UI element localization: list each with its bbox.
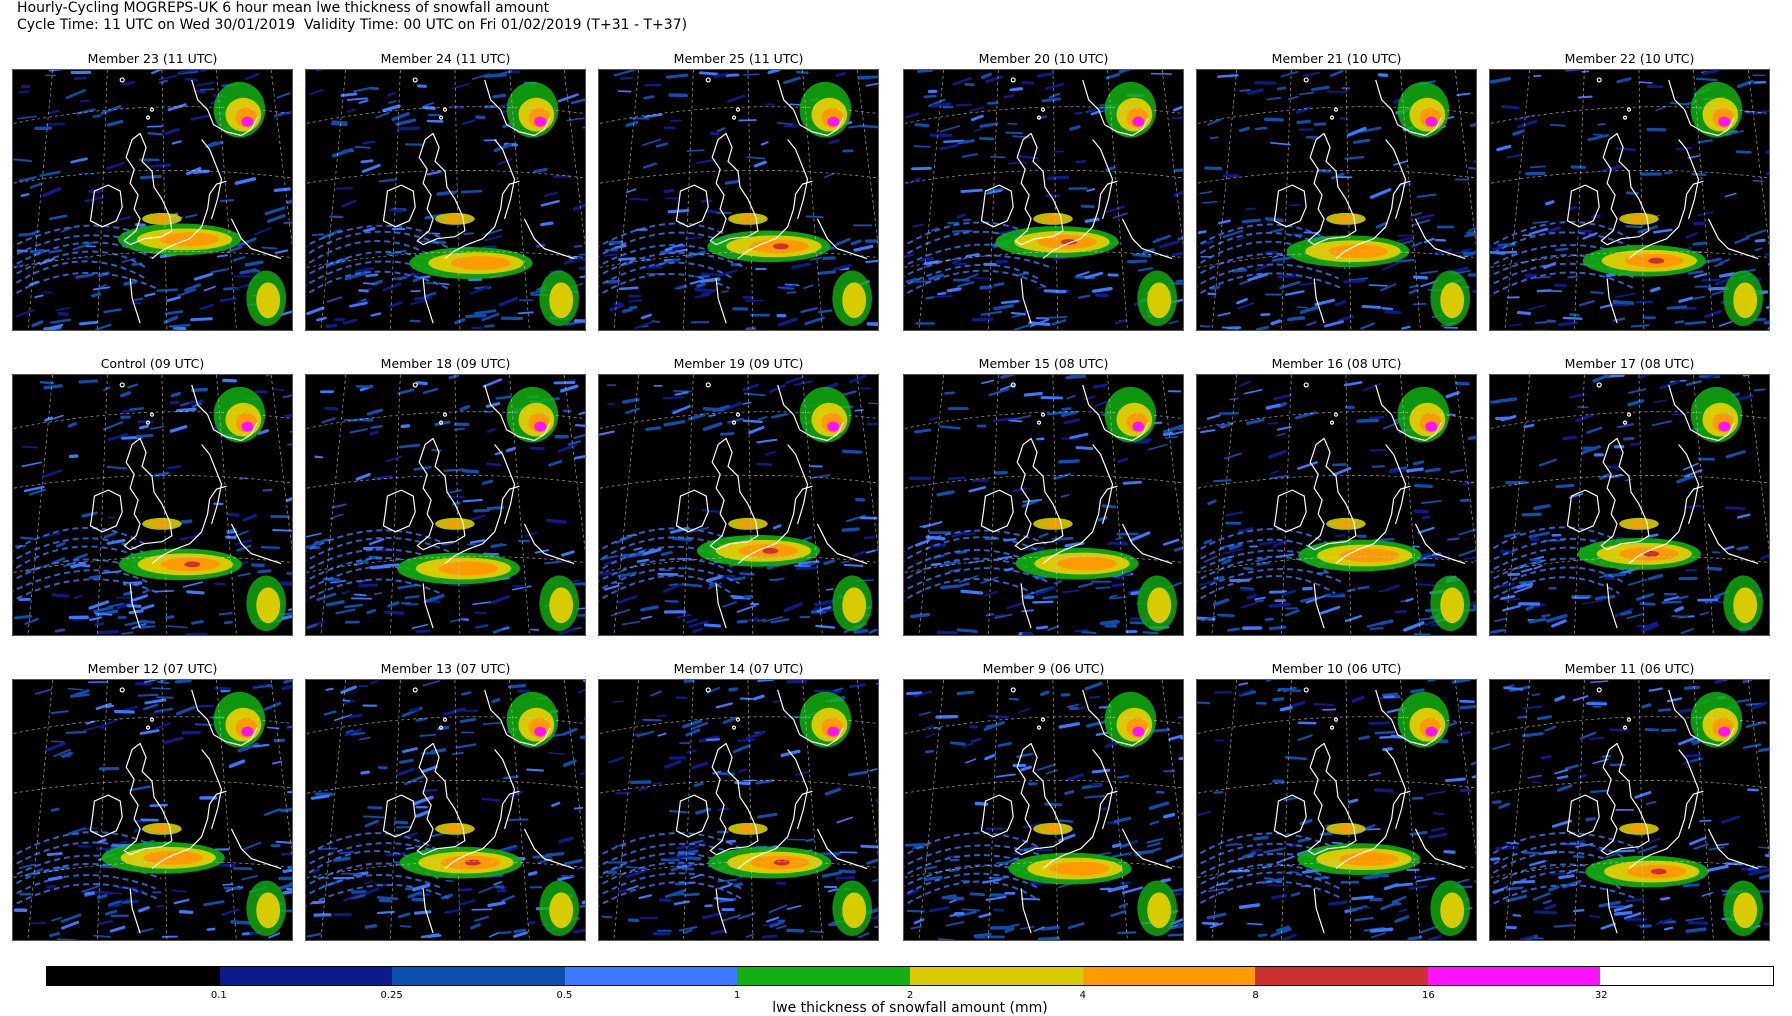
- snowfall-map: [903, 69, 1184, 331]
- snowfall-map-image: [1197, 375, 1476, 635]
- snowfall-map-image: [13, 375, 292, 635]
- snowfall-map-image: [599, 680, 878, 940]
- colorbar-tick-label: 0.5: [556, 990, 572, 1002]
- snowfall-map: [1489, 374, 1770, 636]
- colorbar-segment: [910, 967, 1083, 985]
- snowfall-map: [305, 69, 586, 331]
- panel-title: Member 24 (11 UTC): [305, 51, 586, 66]
- snowfall-map-image: [904, 680, 1183, 940]
- colorbar-label: lwe thickness of snowfall amount (mm): [46, 1002, 1774, 1015]
- panel-title: Member 10 (06 UTC): [1196, 661, 1477, 676]
- snowfall-map: [598, 679, 879, 941]
- panel-title: Member 18 (09 UTC): [305, 356, 586, 371]
- panel-title: Member 17 (08 UTC): [1489, 356, 1770, 371]
- panel-title: Member 9 (06 UTC): [903, 661, 1184, 676]
- snowfall-map: [598, 374, 879, 636]
- panel-title: Member 19 (09 UTC): [598, 356, 879, 371]
- panel-title: Member 23 (11 UTC): [12, 51, 293, 66]
- snowfall-map: [12, 374, 293, 636]
- snowfall-map-image: [1197, 70, 1476, 330]
- snowfall-map: [1196, 679, 1477, 941]
- snowfall-map-image: [599, 70, 878, 330]
- snowfall-map-image: [599, 375, 878, 635]
- colorbar-tick-label: 0.1: [211, 990, 227, 1002]
- colorbar-segment: [737, 967, 910, 985]
- panel-title: Member 16 (08 UTC): [1196, 356, 1477, 371]
- snowfall-map: [1196, 69, 1477, 331]
- snowfall-map: [12, 679, 293, 941]
- snowfall-map: [1489, 69, 1770, 331]
- panel-title: Member 22 (10 UTC): [1489, 51, 1770, 66]
- snowfall-map: [1489, 679, 1770, 941]
- snowfall-map: [903, 374, 1184, 636]
- snowfall-map-image: [306, 70, 585, 330]
- panel-title: Member 21 (10 UTC): [1196, 51, 1477, 66]
- colorbar-tick-label: 0.25: [380, 990, 402, 1002]
- snowfall-map-image: [306, 680, 585, 940]
- panel-title: Member 25 (11 UTC): [598, 51, 879, 66]
- snowfall-map-image: [1490, 375, 1769, 635]
- colorbar-segment: [220, 967, 393, 985]
- snowfall-map: [12, 69, 293, 331]
- colorbar-tick-label: 8: [1252, 990, 1258, 1002]
- snowfall-map-image: [904, 70, 1183, 330]
- snowfall-map: [305, 374, 586, 636]
- snowfall-map-image: [904, 375, 1183, 635]
- panel-title: Member 20 (10 UTC): [903, 51, 1184, 66]
- snowfall-map: [305, 679, 586, 941]
- snowfall-map: [598, 69, 879, 331]
- snowfall-map: [1196, 374, 1477, 636]
- panel-title: Member 14 (07 UTC): [598, 661, 879, 676]
- panel-title: Member 12 (07 UTC): [12, 661, 293, 676]
- snowfall-map-image: [1490, 70, 1769, 330]
- snowfall-map-image: [1197, 680, 1476, 940]
- snowfall-map-image: [1490, 680, 1769, 940]
- panel-title: Member 15 (08 UTC): [903, 356, 1184, 371]
- colorbar-segment: [1255, 967, 1428, 985]
- snowfall-map-image: [13, 680, 292, 940]
- snowfall-map-image: [13, 70, 292, 330]
- panel-title: Member 13 (07 UTC): [305, 661, 586, 676]
- colorbar-tick-label: 4: [1080, 990, 1086, 1002]
- snowfall-map-image: [306, 375, 585, 635]
- colorbar-segment: [392, 967, 565, 985]
- snowfall-map: [903, 679, 1184, 941]
- colorbar-tick-label: 1: [734, 990, 740, 1002]
- colorbar-segment: [1428, 967, 1601, 985]
- ensemble-panel-grid: Member 23 (11 UTC) Member 24 (11 UTC) Memb…: [0, 0, 1792, 960]
- colorbar-segment: [565, 967, 738, 985]
- colorbar-segment: [1083, 967, 1256, 985]
- colorbar: [46, 966, 1774, 986]
- colorbar-segment: [47, 967, 220, 985]
- panel-title: Member 11 (06 UTC): [1489, 661, 1770, 676]
- colorbar-segment: [1600, 967, 1773, 985]
- colorbar-tick-label: 16: [1422, 990, 1435, 1002]
- panel-title: Control (09 UTC): [12, 356, 293, 371]
- colorbar-tick-label: 32: [1595, 990, 1608, 1002]
